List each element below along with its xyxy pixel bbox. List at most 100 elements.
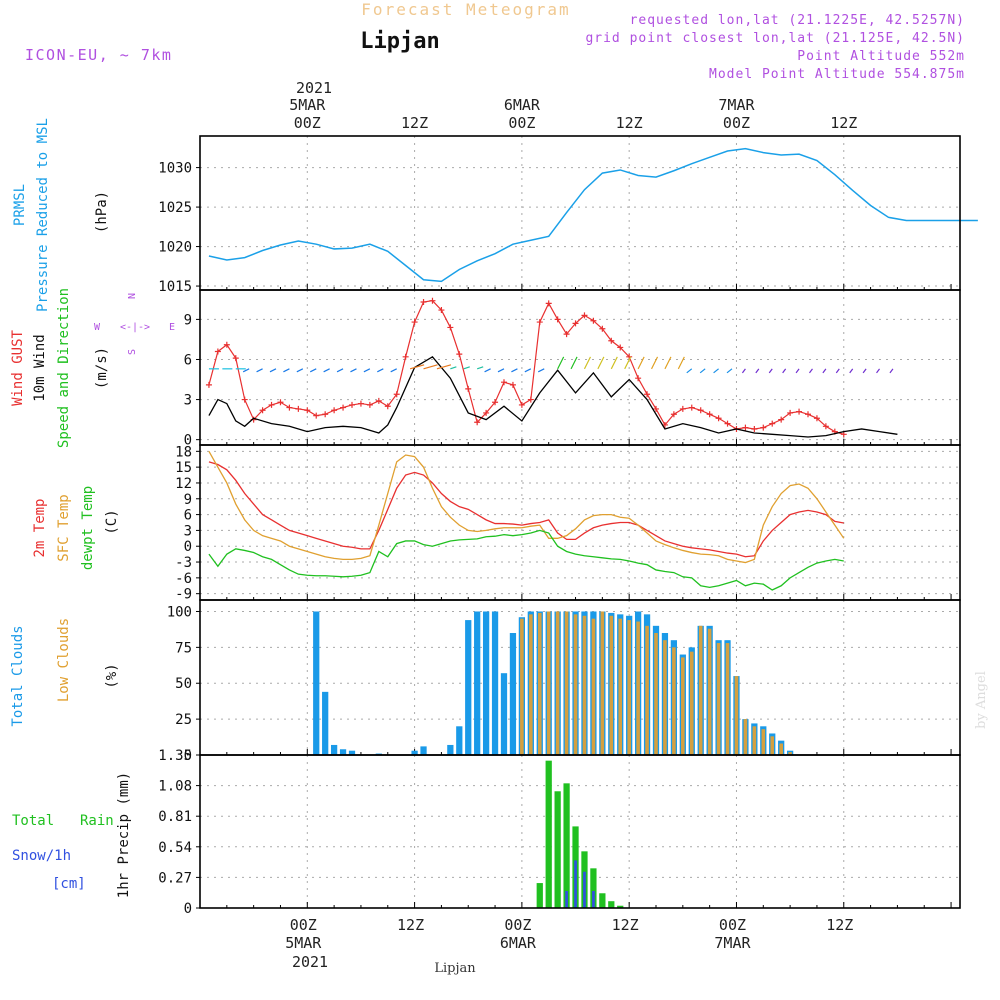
low-cloud-bar [761, 729, 766, 755]
gust-point [438, 307, 445, 314]
wind-label-1: Wind GUST [10, 330, 26, 406]
gust-point [536, 319, 543, 326]
wind-direction-arrow [336, 368, 344, 373]
y-tick-label: 0 [184, 748, 192, 764]
top-noon-label: 12Z [401, 114, 428, 132]
pressure-label-1: PRMSL [12, 184, 28, 226]
low-cloud-bar [537, 612, 542, 755]
wind-direction-arrow [713, 368, 719, 374]
low-cloud-bar [689, 651, 694, 755]
wind-direction-arrow [269, 368, 277, 373]
low-cloud-bar [645, 625, 649, 755]
gust-point [805, 411, 811, 418]
low-cloud-bar [716, 643, 721, 755]
wind-direction-arrow [463, 366, 470, 370]
low-cloud-bar [555, 611, 560, 755]
panel-1: 0 3 6 9 [184, 290, 960, 449]
gust-point [483, 409, 490, 416]
wind-direction-arrow [795, 368, 800, 374]
top-time-label: 00Z [723, 114, 750, 132]
y-tick-label: 12 [175, 476, 192, 492]
wind-direction-arrow [862, 368, 867, 374]
low-cloud-bar [591, 618, 596, 755]
top-time-label: 00Z [508, 114, 535, 132]
bottom-noon-label: 12Z [826, 916, 853, 934]
y-tick-label: 1025 [158, 200, 192, 216]
y-tick-label: 9 [184, 312, 192, 328]
gust-point [679, 405, 686, 412]
gust-point [653, 405, 659, 412]
wind-direction-arrow [782, 368, 787, 374]
wind-direction-arrow [741, 368, 746, 374]
bottom-time-label: 00Z [719, 916, 746, 934]
y-tick-label: 6 [184, 508, 192, 524]
gust-point [447, 324, 454, 331]
gust-point [644, 391, 651, 398]
y-tick-label: 9 [184, 492, 192, 508]
wind-direction-arrow [597, 356, 605, 370]
low-cloud-bar [582, 615, 587, 755]
total-cloud-bar [474, 611, 481, 755]
rain-bar [545, 760, 552, 908]
wind-direction-arrow [476, 366, 484, 370]
panel-frame [199, 135, 961, 291]
y-tick-label: 0 [184, 901, 192, 917]
gust-point [590, 317, 597, 324]
low-cloud-bar [573, 614, 578, 755]
y-tick-label: -6 [175, 571, 192, 587]
gust-point [751, 425, 758, 432]
panels: 10151020102510300369-9-6-303691215180255… [158, 136, 978, 917]
gust-point [518, 401, 525, 408]
panel-0: 1015 1020 1025 1030 [158, 136, 960, 295]
bottom-day-label: 7MAR [714, 934, 751, 952]
wind-direction-arrow [423, 364, 438, 370]
gust-point [259, 407, 266, 414]
wind-direction-arrow [390, 368, 397, 373]
top-time-label: 00Z [294, 114, 321, 132]
total-cloud-bar [330, 744, 338, 755]
gust-point [223, 341, 230, 348]
temp-label-3: dewpt Temp [80, 486, 96, 570]
wind-direction-arrow [822, 368, 827, 374]
low-cloud-bar [725, 643, 730, 755]
low-cloud-bar [627, 620, 631, 755]
gust-point [384, 403, 391, 410]
wind-direction-arrow [524, 368, 532, 373]
precip-label-snow: Snow/1h [12, 848, 71, 864]
model-label: ICON-EU, ~ 7km [25, 46, 172, 64]
gust-point [554, 316, 561, 323]
low-cloud-bar [734, 676, 739, 755]
wind-direction-arrow [323, 368, 330, 373]
compass-north: N [127, 293, 138, 299]
low-cloud-bar [752, 726, 757, 755]
y-tick-label: 6 [184, 352, 192, 368]
total-cloud-bar [456, 726, 463, 755]
gust-point [241, 396, 248, 403]
y-tick-label: 1.08 [158, 779, 192, 795]
low-cloud-bar [743, 719, 748, 755]
wind-direction-arrow [637, 356, 645, 370]
bottom-year: 2021 [292, 953, 328, 971]
panel-frame [199, 444, 961, 601]
low-cloud-bar [788, 752, 792, 755]
wind-direction-arrow [610, 356, 618, 370]
snow-bar [583, 871, 586, 908]
top-noon-label: 12Z [830, 114, 857, 132]
wind-direction-arrow [726, 368, 733, 374]
chart-title: Forecast Meteogram [361, 0, 570, 19]
top-day-label: 5MAR [289, 96, 326, 114]
y-tick-label: 0.54 [158, 840, 192, 856]
cloud-unit: (%) [104, 663, 120, 688]
gust-point [393, 391, 400, 398]
gust-point [232, 355, 239, 362]
compass-west: W [94, 322, 101, 333]
gust-point [456, 351, 463, 358]
wind-direction-arrow [296, 368, 304, 373]
y-tick-label: 0.81 [158, 809, 192, 825]
gust-point [581, 312, 588, 319]
gust-point [268, 401, 275, 408]
gust-point [474, 419, 481, 426]
requested-coords: requested lon,lat (21.1225E, 42.5257N) [630, 13, 965, 28]
